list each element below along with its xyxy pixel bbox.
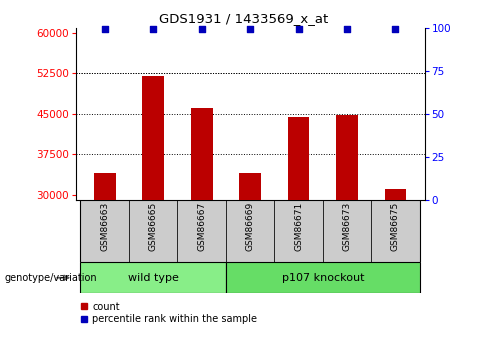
Bar xyxy=(142,76,164,200)
Text: GDS1931 / 1433569_x_at: GDS1931 / 1433569_x_at xyxy=(160,12,328,25)
Bar xyxy=(226,200,274,262)
Text: GSM86667: GSM86667 xyxy=(197,202,206,251)
Text: genotype/variation: genotype/variation xyxy=(5,273,98,283)
Bar xyxy=(226,262,420,293)
Bar xyxy=(81,200,129,262)
Point xyxy=(198,27,205,32)
Point xyxy=(391,27,399,32)
Bar xyxy=(371,200,420,262)
Bar xyxy=(287,117,309,200)
Point xyxy=(101,27,109,32)
Legend: count, percentile rank within the sample: count, percentile rank within the sample xyxy=(81,302,257,325)
Text: GSM86663: GSM86663 xyxy=(100,202,109,251)
Bar xyxy=(129,200,178,262)
Point xyxy=(295,27,303,32)
Text: GSM86665: GSM86665 xyxy=(149,202,158,251)
Text: GSM86671: GSM86671 xyxy=(294,202,303,251)
Bar xyxy=(385,189,407,200)
Text: wild type: wild type xyxy=(128,273,179,283)
Text: p107 knockout: p107 knockout xyxy=(282,273,364,283)
Bar xyxy=(274,200,323,262)
Text: GSM86669: GSM86669 xyxy=(245,202,255,251)
Bar xyxy=(336,115,358,200)
Bar xyxy=(239,173,261,200)
Point xyxy=(343,27,351,32)
Bar xyxy=(323,200,371,262)
Text: GSM86675: GSM86675 xyxy=(391,202,400,251)
Bar xyxy=(191,108,213,200)
Bar xyxy=(94,173,116,200)
Point xyxy=(149,27,157,32)
Bar xyxy=(178,200,226,262)
Text: GSM86673: GSM86673 xyxy=(343,202,351,251)
Point xyxy=(246,27,254,32)
Bar xyxy=(81,262,226,293)
